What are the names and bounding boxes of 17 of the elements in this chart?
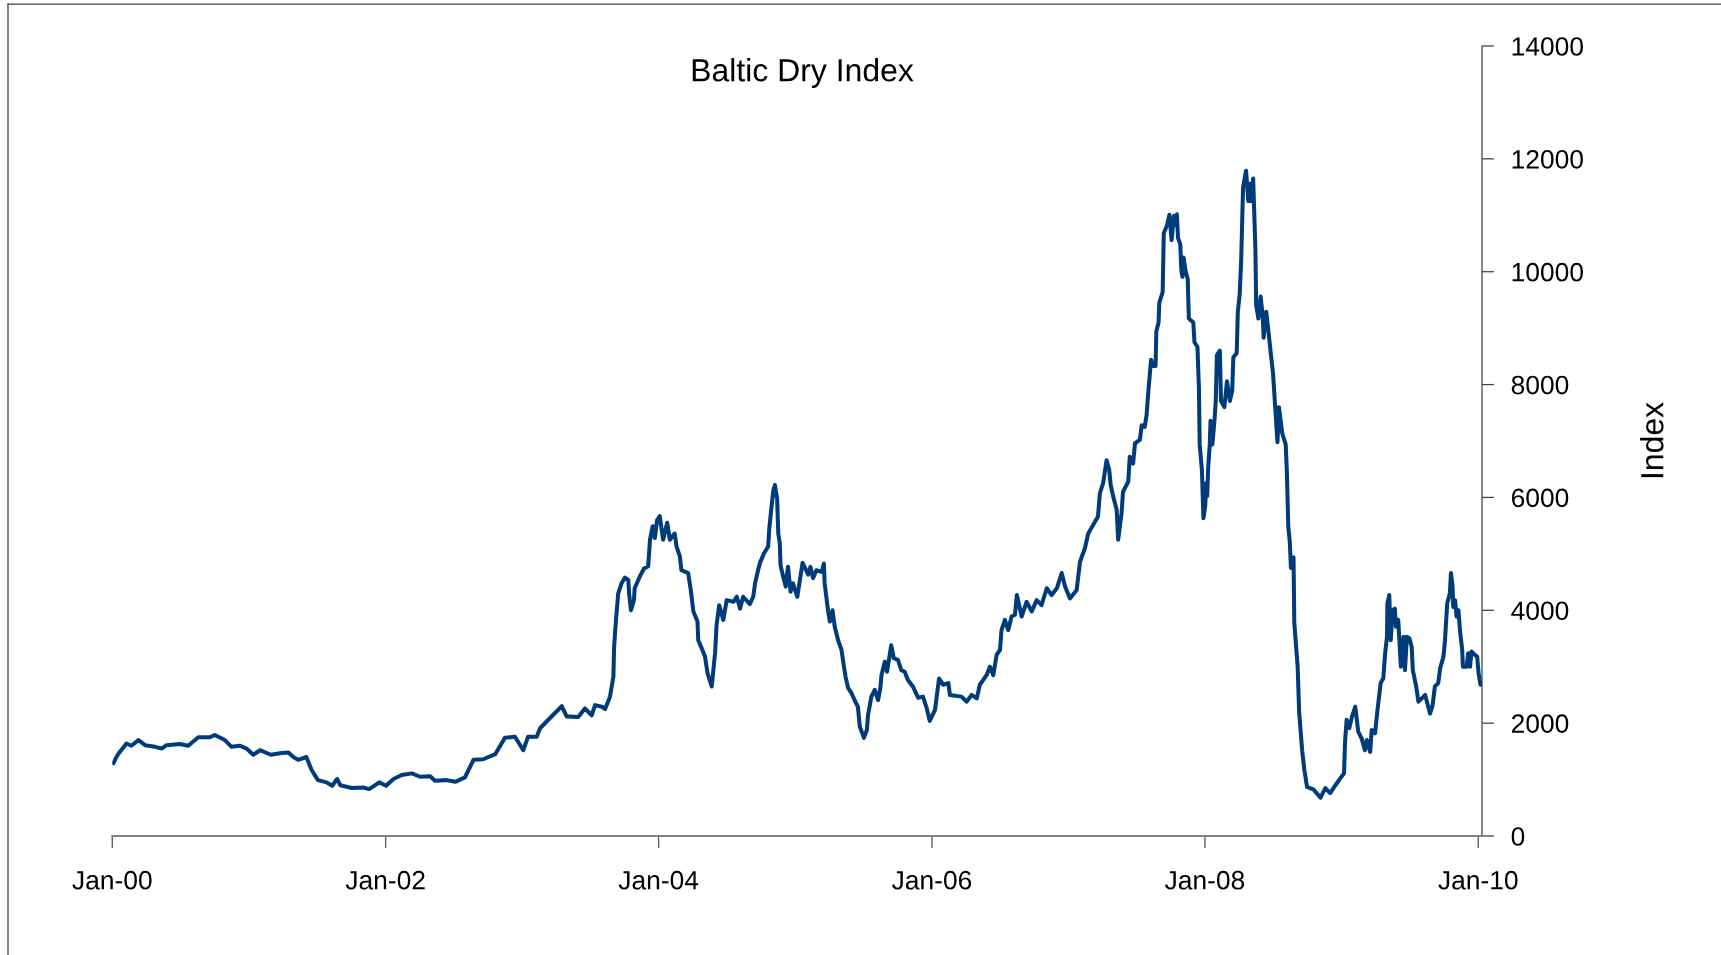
line-series (112, 168, 1482, 800)
y-tick-label: 8000 (1511, 375, 1569, 395)
y-tick-label: 14000 (1512, 37, 1583, 56)
x-tick-label: Jan-10 (1438, 870, 1518, 890)
y-axis-title: Index (1640, 402, 1664, 478)
x-tick-label: Jan-06 (892, 870, 972, 890)
x-tick-label: Jan-00 (72, 870, 152, 890)
y-tick-label: 12000 (1512, 149, 1583, 169)
y-tick-label: 2000 (1511, 714, 1569, 733)
x-tick-label: Jan-04 (618, 870, 699, 890)
y-tick-label: 10000 (1512, 262, 1583, 282)
y-tick-label: 0 (1511, 827, 1525, 846)
x-tick-label: Jan-08 (1164, 870, 1245, 890)
y-tick-label: 4000 (1511, 601, 1569, 621)
chart-title: Baltic Dry Index (692, 58, 914, 88)
x-tick-label: Jan-02 (345, 870, 425, 890)
y-tick-label: 6000 (1511, 488, 1569, 508)
